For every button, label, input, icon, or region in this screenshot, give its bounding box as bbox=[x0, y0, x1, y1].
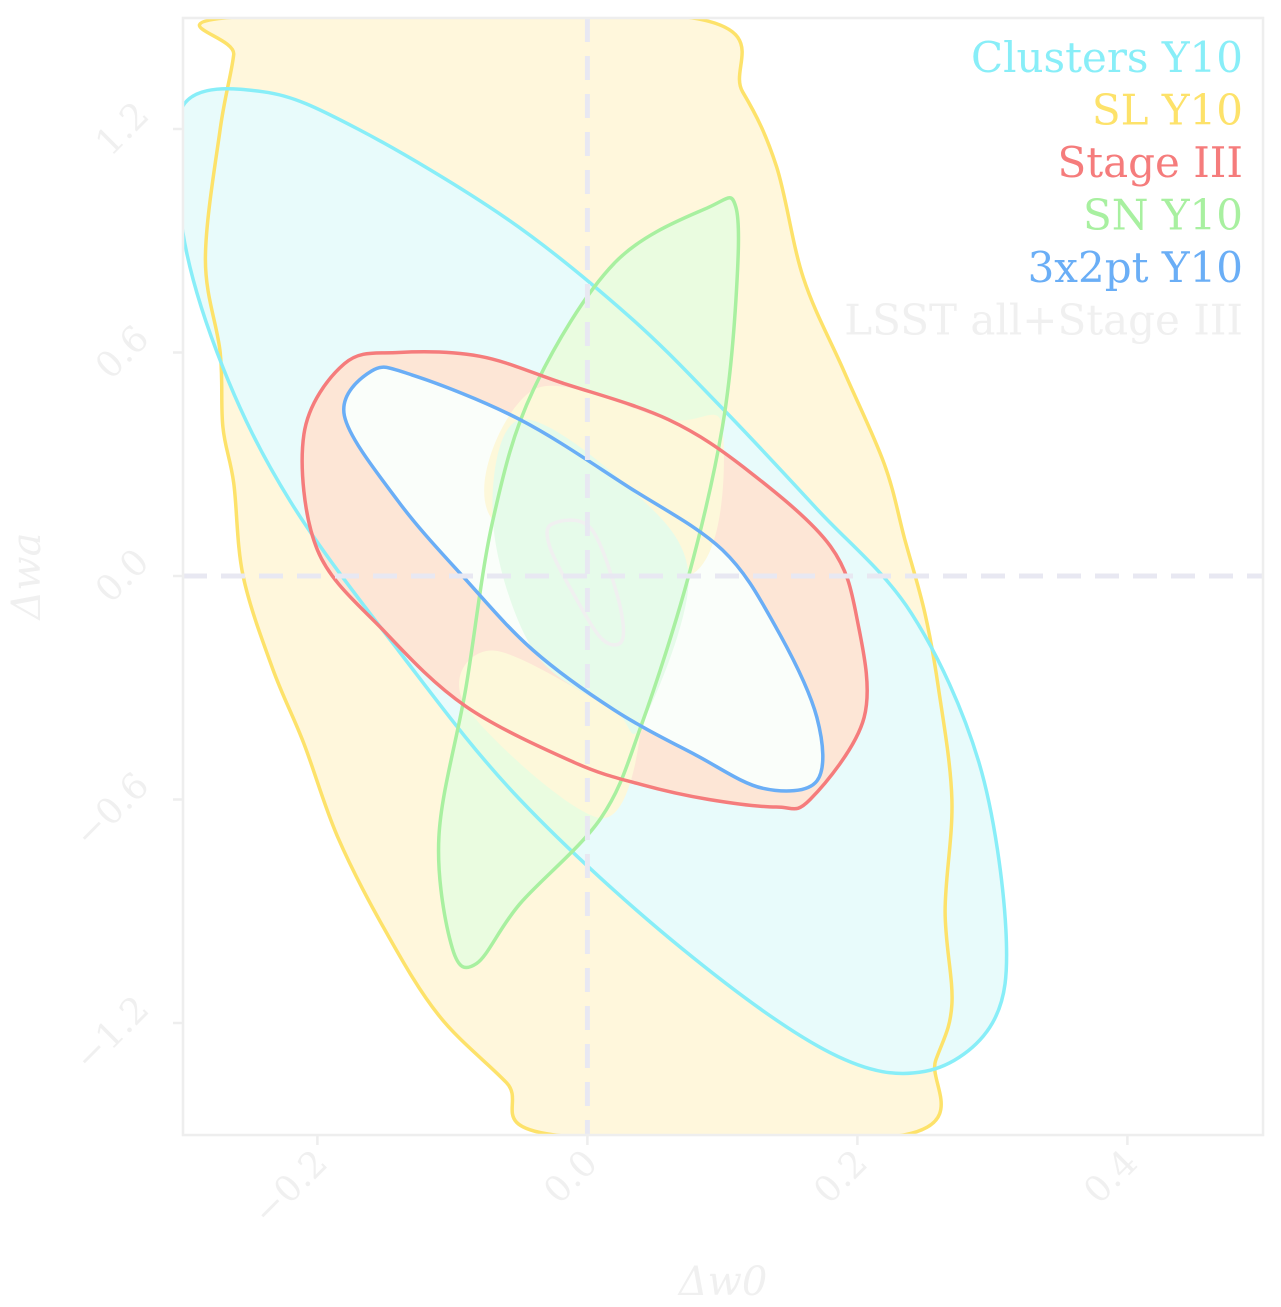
legend-entry-clusters-y10: Clusters Y10 bbox=[971, 33, 1243, 82]
y-tick-label: 0.0 bbox=[88, 541, 157, 610]
contour-lines-layer bbox=[183, 18, 1009, 1135]
x-tick-label: 0.4 bbox=[1076, 1142, 1145, 1211]
lsst-all-stage-iii-contour-line bbox=[545, 518, 626, 647]
y-tick-label: 1.2 bbox=[88, 94, 157, 163]
sn-y10-contour-line bbox=[436, 196, 741, 970]
y-tick-label: −1.2 bbox=[67, 988, 158, 1079]
sl-y10-contour-line bbox=[197, 18, 954, 1135]
overlap-region-0-1 bbox=[459, 650, 642, 819]
clusters-y10-contour-line bbox=[183, 87, 1009, 1076]
x-tick-label: 0.2 bbox=[806, 1142, 875, 1211]
legend-entry-3x2pt-y10: 3x2pt Y10 bbox=[1028, 243, 1243, 292]
legend-entry-stage-iii: Stage III bbox=[1057, 138, 1243, 187]
x-tick-label: −0.2 bbox=[245, 1142, 336, 1233]
x-tick-label: 0.0 bbox=[536, 1142, 605, 1211]
3x2pt-y10-contour-line bbox=[342, 365, 825, 793]
legend-entry-sn-y10: SN Y10 bbox=[1083, 191, 1243, 240]
legend-entry-lsst-all-stage-iii: LSST all+Stage III bbox=[844, 296, 1243, 345]
stage-iii-contour-line bbox=[300, 350, 869, 811]
reference-lines bbox=[183, 18, 1263, 1135]
y-axis-label: Δwa bbox=[4, 533, 50, 622]
x-axis-label: Δw0 bbox=[677, 1259, 768, 1305]
y-tick-label: 0.6 bbox=[88, 318, 157, 387]
legend-entry-sl-y10: SL Y10 bbox=[1092, 86, 1243, 135]
y-tick-label: −0.6 bbox=[67, 765, 158, 856]
